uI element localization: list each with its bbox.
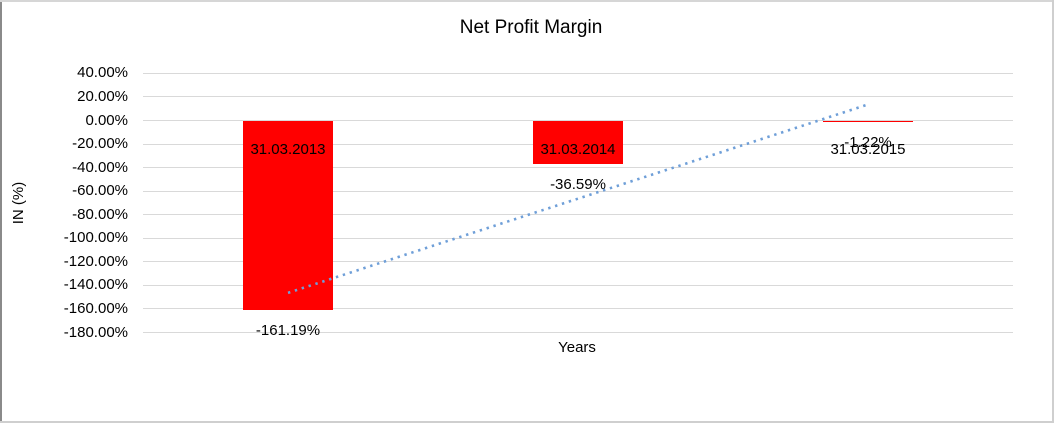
frame-right-border <box>1052 0 1054 421</box>
category-label: 31.03.2015 <box>830 141 906 158</box>
y-axis-tick-label: -40.00% <box>72 158 128 176</box>
data-value-label: -161.19% <box>255 322 321 340</box>
gridline <box>143 308 1013 310</box>
frame-top-border <box>0 0 1054 2</box>
chart-title: Net Profit Margin <box>459 17 603 38</box>
y-axis-tick-label: -20.00% <box>72 135 128 153</box>
y-axis-tick-label: 0.00% <box>85 111 128 129</box>
y-axis-tick-label: -100.00% <box>63 229 128 247</box>
y-axis-tick-label: 20.00% <box>77 87 128 105</box>
y-axis-tick-label: -180.00% <box>63 323 128 341</box>
bar-31.03.2015 <box>823 120 913 122</box>
gridline <box>143 72 1013 74</box>
category-label: 31.03.2014 <box>540 141 616 158</box>
y-axis-tick-label: -160.00% <box>63 299 128 317</box>
frame-left-border <box>0 0 2 421</box>
gridline <box>143 96 1013 98</box>
category-label: 31.03.2013 <box>250 141 326 158</box>
data-value-label: -36.59% <box>550 175 606 193</box>
y-axis-tick-label: -140.00% <box>63 276 128 294</box>
y-axis-tick-label: -60.00% <box>72 182 128 200</box>
y-axis-tick-label: 40.00% <box>77 64 128 82</box>
x-axis-title: Years <box>558 339 596 356</box>
y-axis-tick-label: -120.00% <box>63 252 128 270</box>
gridline <box>143 332 1013 334</box>
y-axis-tick-label: -80.00% <box>72 205 128 223</box>
frame-bottom-border <box>0 421 1054 423</box>
data-value-label: -1.22% <box>844 133 892 151</box>
